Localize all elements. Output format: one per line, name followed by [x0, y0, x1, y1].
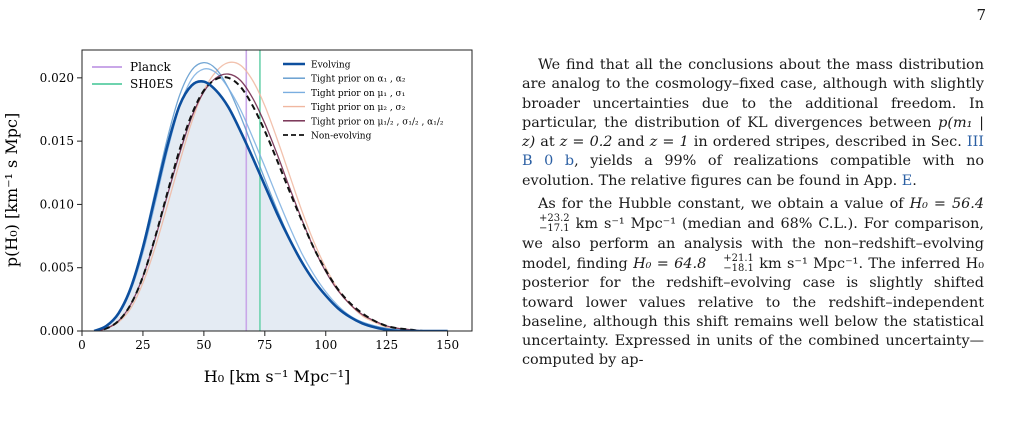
- series-line-0: [94, 61, 448, 331]
- legend-label: SH0ES: [130, 77, 173, 91]
- page-number: 7: [976, 6, 986, 24]
- y-tick-label: 0.015: [40, 134, 74, 148]
- body-text: We find that all the conclusions about t…: [522, 56, 984, 371]
- paragraph-mass-distribution: We find that all the conclusions about t…: [522, 57, 985, 189]
- y-tick-label: 0.010: [40, 197, 74, 211]
- legend-label: Tight prior on μ₁/₂ , σ₁/₂ , α₁/₂: [311, 117, 444, 127]
- plot-frame: [81, 49, 473, 332]
- section-reference-link[interactable]: III B 0 b: [522, 134, 984, 170]
- legend-label: Tight prior on μ₁ , σ₁: [311, 89, 405, 99]
- legend-label: Evolving: [311, 61, 351, 71]
- x-tick-label: 25: [135, 338, 150, 352]
- x-tick-label: 50: [196, 338, 211, 352]
- x-tick-label: 0: [78, 338, 86, 352]
- x-tick-label: 125: [375, 338, 398, 352]
- series-line-4: [93, 76, 448, 331]
- y-axis-label: p(H₀) [km⁻¹ s Mpc]: [2, 113, 21, 267]
- x-axis-label: H₀ [km s⁻¹ Mpc⁻¹]: [204, 367, 351, 386]
- legend-right: Evolving Tight prior on α₁ , α₂ Tight prio…: [283, 61, 444, 142]
- y-tick-label: 0.000: [40, 324, 74, 338]
- legend-label: Tight prior on α₁ , α₂: [311, 75, 406, 85]
- series-line-5: [93, 80, 448, 331]
- legend-label: Non-evolving: [311, 132, 372, 142]
- x-tick-label: 100: [314, 338, 337, 352]
- appendix-reference-link[interactable]: E: [901, 172, 913, 189]
- x-tick-label: 75: [257, 338, 272, 352]
- legend-left: Planck SH0ES: [92, 60, 173, 91]
- paragraph-hubble-constant: As for the Hubble constant, we obtain a …: [522, 196, 984, 369]
- legend-label: Planck: [130, 60, 172, 74]
- x-tick-label: 150: [436, 338, 459, 352]
- y-tick-label: 0.005: [40, 261, 74, 275]
- y-tick-label: 0.020: [40, 71, 74, 85]
- h0-posterior-figure: 0 25 50 75 100 125 150 0.000 0.005 0.010 0.015 0.0…: [2, 49, 473, 386]
- legend-label: Tight prior on μ₂ , σ₂: [311, 103, 406, 113]
